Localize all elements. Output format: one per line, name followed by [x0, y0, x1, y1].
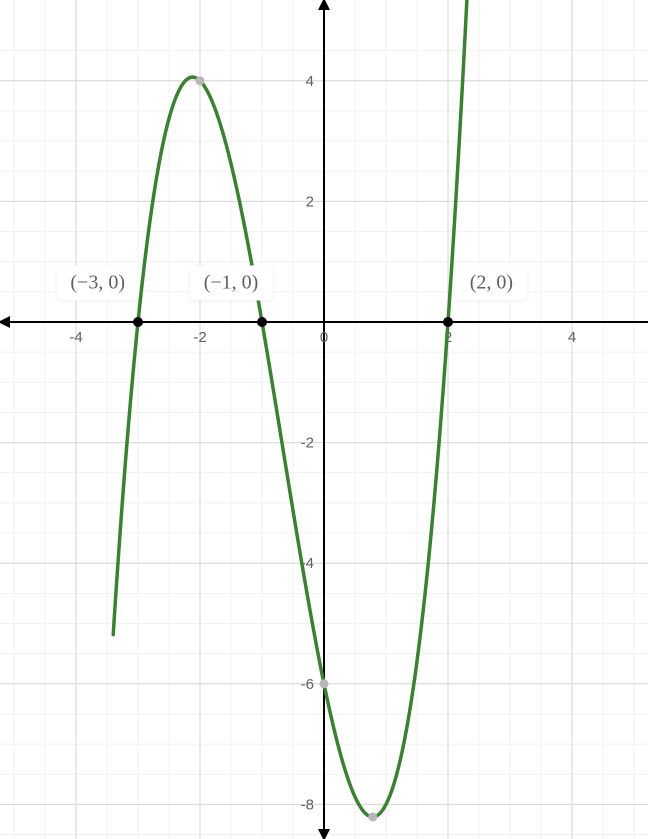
svg-text:-6: -6: [301, 676, 314, 693]
marker-point-0: [133, 317, 143, 327]
marker-point-2: [443, 317, 453, 327]
coord-label-1: (−1, 0): [190, 265, 273, 300]
svg-text:2: 2: [306, 193, 314, 210]
coord-label-2: (2, 0): [456, 265, 527, 300]
svg-text:4: 4: [568, 329, 576, 346]
cubic-function-graph: -4-2024-8-6-4-224: [0, 0, 648, 839]
chart-container: -4-2024-8-6-4-224 (−3, 0)(−1, 0)(2, 0): [0, 0, 648, 839]
svg-text:-8: -8: [301, 796, 314, 813]
svg-text:0: 0: [320, 329, 328, 346]
svg-text:4: 4: [306, 73, 314, 90]
svg-text:-2: -2: [301, 435, 314, 452]
marker-point-5: [368, 813, 377, 822]
svg-text:-4: -4: [69, 329, 82, 346]
coord-label-0: (−3, 0): [56, 265, 139, 300]
marker-point-4: [320, 679, 329, 688]
marker-point-1: [257, 317, 267, 327]
svg-text:-2: -2: [193, 329, 206, 346]
marker-point-3: [196, 76, 205, 85]
